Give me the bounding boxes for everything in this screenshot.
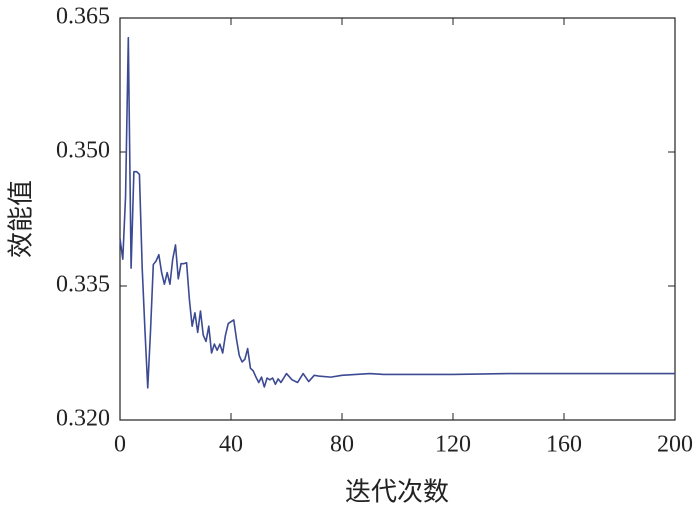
plot-frame (119, 17, 676, 421)
y-tick-label: 0.335 (56, 272, 110, 298)
y-tick-label: 0.350 (56, 138, 110, 164)
y-tick-label: 0.320 (56, 406, 110, 432)
y-tick-label: 0.365 (56, 4, 110, 30)
x-tick-label: 40 (219, 432, 243, 458)
x-tick-label: 160 (546, 432, 582, 458)
x-tick-label: 80 (330, 432, 354, 458)
x-tick-label: 200 (657, 432, 693, 458)
x-tick-label: 0 (114, 432, 126, 458)
y-axis-title: 效能值 (7, 180, 37, 258)
data-line (119, 36, 675, 389)
x-axis-title: 迭代次数 (345, 478, 449, 508)
x-tick-label: 120 (435, 432, 471, 458)
